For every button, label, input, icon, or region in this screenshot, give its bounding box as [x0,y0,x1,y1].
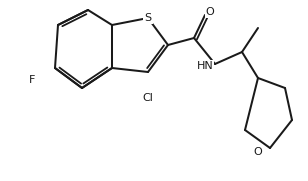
Text: O: O [253,147,262,157]
Text: S: S [144,13,152,23]
Text: O: O [206,7,214,17]
Text: HN: HN [197,61,213,71]
Text: F: F [29,75,35,85]
Text: Cl: Cl [143,93,153,103]
